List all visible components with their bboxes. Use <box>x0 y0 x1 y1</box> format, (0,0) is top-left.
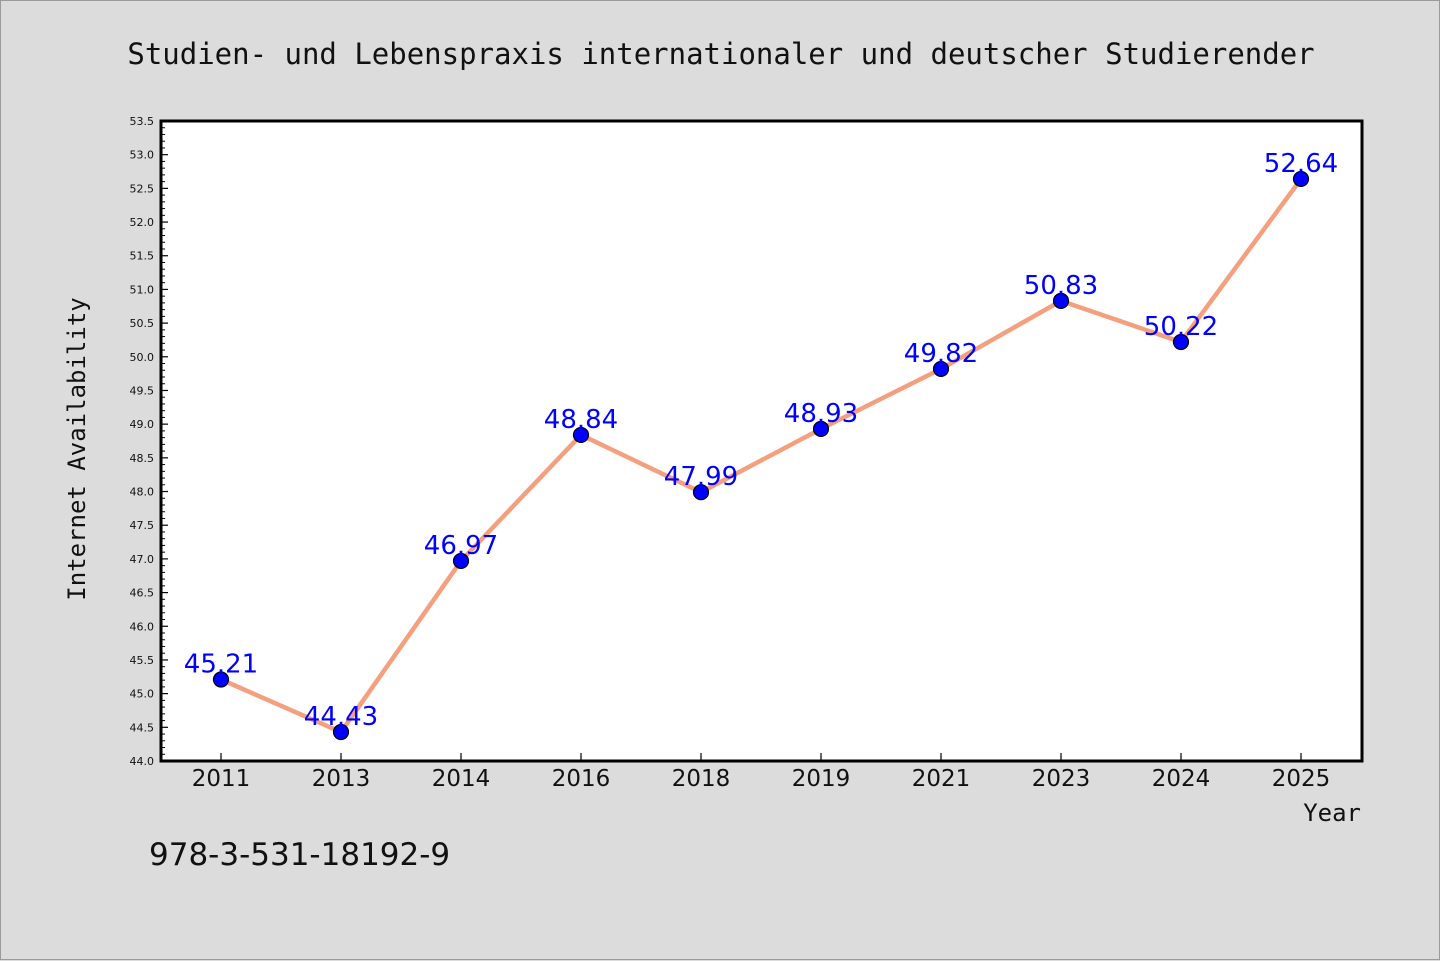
data-label: 50.22 <box>1144 312 1218 342</box>
data-point <box>332 723 350 741</box>
data-label: 44.43 <box>304 702 378 732</box>
y-tick-label: 45.0 <box>130 688 155 701</box>
y-axis-label: Internet Availability <box>63 297 91 600</box>
data-point <box>452 552 470 570</box>
y-tick-label: 46.5 <box>130 587 155 600</box>
x-axis-ticks: 2011 2013 2014 2016 2018 2019 2021 2023 2024 2025 <box>192 753 1331 792</box>
data-point <box>212 671 230 688</box>
y-tick-label: 52.5 <box>130 182 155 195</box>
data-point <box>1052 292 1070 309</box>
y-axis-ticks: 44.0 44.5 45.0 45.5 46.0 46.5 47.0 47.5 48.0 48.5… <box>130 115 168 768</box>
y-tick-label: 51.5 <box>130 250 155 263</box>
x-axis-label: Year <box>1303 799 1361 827</box>
y-tick-label: 52.0 <box>130 216 155 229</box>
y-tick-label: 46.0 <box>130 620 155 633</box>
series-line <box>218 176 1304 735</box>
y-tick-label: 53.5 <box>130 115 155 128</box>
x-tick-label: 2011 <box>192 766 251 792</box>
data-label: 52.64 <box>1264 149 1338 179</box>
y-tick-label: 48.0 <box>130 486 155 499</box>
x-tick-label: 2021 <box>912 766 971 792</box>
data-label: 50.83 <box>1024 271 1098 301</box>
y-tick-label: 53.0 <box>130 149 155 162</box>
data-label: 48.84 <box>544 405 618 435</box>
chart-title: Studien- und Lebenspraxis internationale… <box>127 37 1314 71</box>
data-labels: 45.21 44.43 46.97 48.84 47.99 48.93 49.82 50.83… <box>184 149 1338 732</box>
data-point <box>572 426 590 444</box>
data-point <box>1292 170 1310 188</box>
x-tick-label: 2016 <box>552 766 611 792</box>
x-tick-label: 2019 <box>792 766 851 792</box>
data-label: 48.93 <box>784 399 858 429</box>
isbn-annotation: 978-3-531-18192-9 <box>149 837 450 873</box>
y-tick-label: 49.0 <box>130 418 155 431</box>
data-markers <box>212 170 1310 741</box>
plot-area <box>159 119 1364 763</box>
x-tick-label: 2025 <box>1272 766 1331 792</box>
data-label: 49.82 <box>904 339 978 369</box>
x-tick-label: 2023 <box>1032 766 1091 792</box>
data-label: 45.21 <box>184 649 258 679</box>
series-line-group <box>218 176 1304 735</box>
x-tick-label: 2024 <box>1152 766 1211 792</box>
y-tick-label: 44.0 <box>130 755 155 768</box>
data-label: 47.99 <box>664 462 738 492</box>
data-point <box>1172 333 1190 351</box>
y-tick-label: 44.5 <box>130 721 155 734</box>
y-tick-label: 51.0 <box>130 283 155 296</box>
x-tick-label: 2013 <box>312 766 371 792</box>
data-point <box>692 484 710 501</box>
data-point <box>812 420 830 437</box>
x-tick-label: 2014 <box>432 766 491 792</box>
data-label: 46.97 <box>424 531 498 561</box>
y-tick-label: 47.5 <box>130 519 155 532</box>
y-tick-label: 47.0 <box>130 553 155 566</box>
y-tick-label: 45.5 <box>130 654 155 667</box>
data-point <box>932 360 950 378</box>
y-tick-label: 49.5 <box>130 384 155 397</box>
y-tick-label: 50.5 <box>130 317 155 330</box>
x-tick-label: 2018 <box>672 766 731 792</box>
y-tick-label: 50.0 <box>130 351 155 364</box>
y-tick-label: 48.5 <box>130 452 155 465</box>
